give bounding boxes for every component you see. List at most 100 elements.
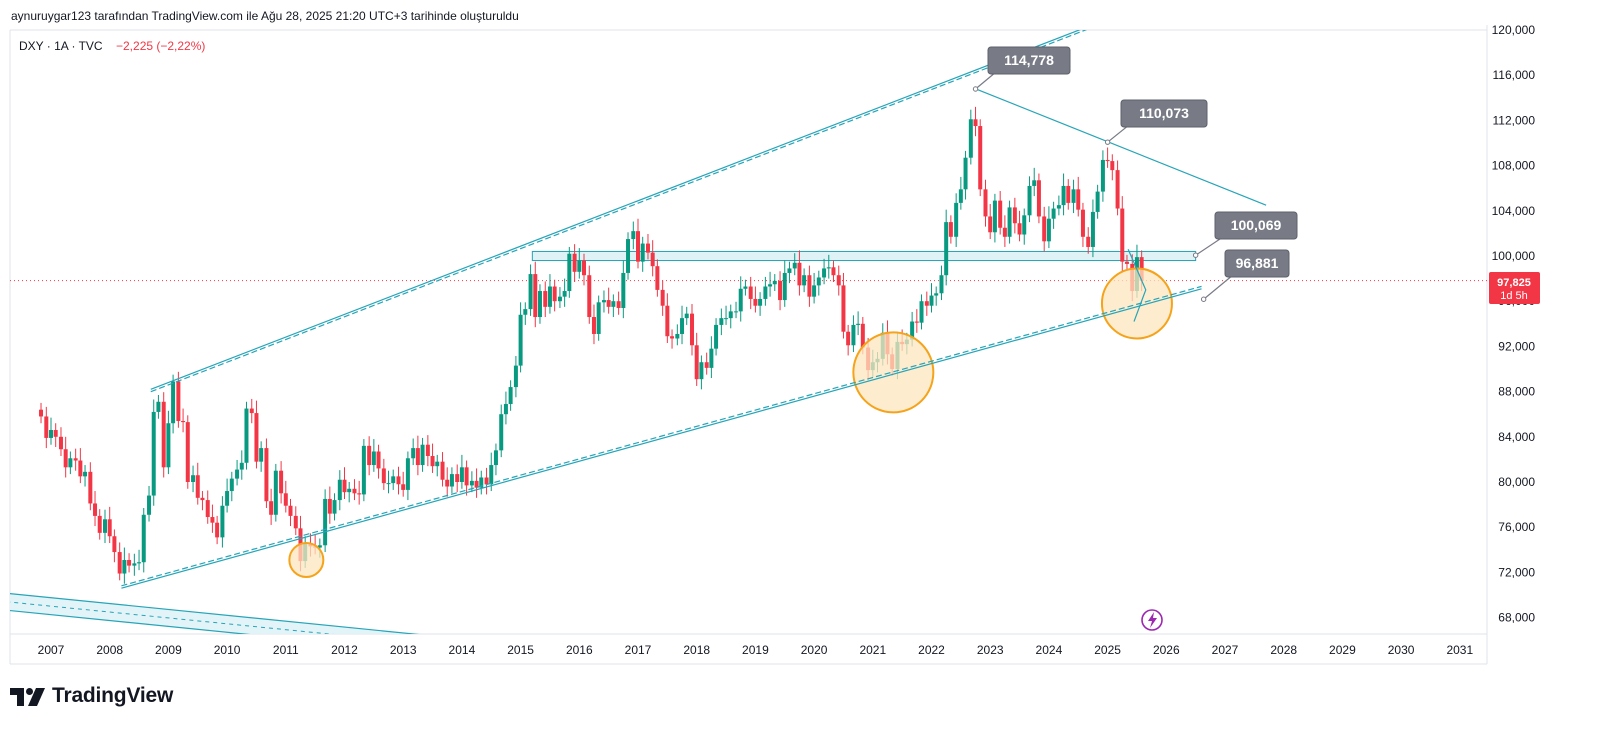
candle: [445, 467, 450, 497]
candle: [293, 506, 298, 536]
lower-trend-line: [121, 288, 1202, 589]
x-tick-label: 2017: [625, 643, 652, 657]
highlight-circle: [1100, 267, 1173, 340]
y-tick-label: 72,000: [1498, 565, 1535, 579]
x-tick-label: 2021: [859, 643, 886, 657]
candle: [323, 489, 328, 553]
x-tick-label: 2011: [273, 643, 299, 657]
candle: [376, 444, 381, 479]
candle: [699, 355, 704, 390]
candle: [215, 515, 220, 545]
candle: [381, 458, 386, 490]
candle: [562, 278, 567, 307]
time-axis[interactable]: 2007 2008 2009 2010 2011 2012 2013 2014 2015 2016…: [38, 643, 1474, 657]
y-tick-label: 80,000: [1498, 475, 1535, 489]
candle: [758, 292, 763, 316]
candle: [386, 470, 391, 494]
upper-trend-line: [150, 30, 1088, 393]
x-tick-label: 2016: [566, 643, 593, 657]
candle: [83, 465, 88, 487]
candle: [543, 281, 548, 318]
candle: [1120, 196, 1125, 272]
candle: [1090, 199, 1095, 258]
candle: [690, 304, 695, 356]
candle: [528, 264, 533, 316]
candle: [914, 309, 919, 333]
candle: [719, 308, 724, 336]
candle: [934, 286, 939, 306]
candle: [1007, 200, 1012, 244]
price-axis[interactable]: 120,000 116,000 112,000 108,000 104,000 100,0…: [1492, 23, 1536, 625]
candle: [337, 470, 342, 511]
x-tick-label: 2027: [1212, 643, 1239, 657]
candle: [841, 272, 846, 339]
x-tick-label: 2024: [1036, 643, 1063, 657]
candle: [1071, 179, 1076, 214]
resistance-zone: [531, 250, 1197, 262]
y-tick-label: 112,000: [1493, 113, 1536, 127]
y-tick-label: 108,000: [1492, 159, 1536, 173]
candle: [185, 415, 190, 489]
price-callout[interactable]: 100,069: [1192, 211, 1298, 258]
candle: [831, 260, 836, 282]
candle: [269, 488, 274, 525]
projection-arrow: [1127, 248, 1147, 322]
candle: [1051, 201, 1056, 229]
lightning-icon[interactable]: [1141, 609, 1163, 631]
candle: [1086, 227, 1091, 254]
candle: [88, 462, 93, 511]
candle: [948, 215, 953, 244]
candle: [357, 480, 362, 505]
candle: [587, 265, 592, 324]
candle: [640, 236, 645, 272]
candle: [787, 261, 792, 284]
candle: [440, 452, 445, 487]
candle: [694, 332, 699, 386]
price-callout[interactable]: 114,778: [972, 46, 1071, 92]
plot-frame: [9, 25, 1488, 665]
candle: [455, 464, 460, 493]
y-tick-label: 92,000: [1498, 339, 1535, 353]
candle: [205, 490, 210, 524]
candle: [714, 318, 719, 356]
candle: [626, 232, 631, 280]
candle: [220, 496, 225, 548]
candle: [1012, 197, 1017, 234]
candle: [430, 443, 435, 473]
price-callout[interactable]: 96,881: [1200, 249, 1290, 302]
candle: [459, 454, 464, 489]
tradingview-logo[interactable]: TradingView: [10, 684, 173, 708]
y-tick-label: 88,000: [1498, 385, 1535, 399]
chart-header-caption: aynuruygar123 tarafından TradingView.com…: [11, 9, 519, 23]
candle: [58, 427, 63, 457]
x-tick-label: 2007: [38, 643, 65, 657]
candle: [225, 478, 230, 513]
candle: [724, 305, 729, 325]
candle: [141, 507, 146, 573]
candle: [919, 294, 924, 330]
candle: [127, 553, 132, 573]
candle: [743, 279, 748, 296]
y-tick-label: 76,000: [1498, 520, 1535, 534]
candle: [1115, 160, 1120, 216]
candle: [816, 270, 821, 296]
candle: [68, 451, 73, 475]
candle: [616, 291, 621, 315]
candle: [748, 276, 753, 310]
highlight-circle: [288, 541, 325, 578]
candle: [474, 468, 479, 498]
candle: [728, 304, 733, 329]
candle: [508, 380, 513, 411]
candle: [1124, 254, 1129, 271]
candle: [44, 406, 49, 449]
candle: [53, 423, 58, 447]
x-tick-label: 2025: [1094, 643, 1121, 657]
candle: [621, 260, 626, 319]
candle: [611, 294, 616, 318]
candle: [929, 283, 934, 313]
x-tick-label: 2028: [1270, 643, 1297, 657]
candle: [73, 448, 78, 471]
x-tick-label: 2030: [1388, 643, 1415, 657]
price-callout[interactable]: 110,073: [1104, 99, 1208, 145]
